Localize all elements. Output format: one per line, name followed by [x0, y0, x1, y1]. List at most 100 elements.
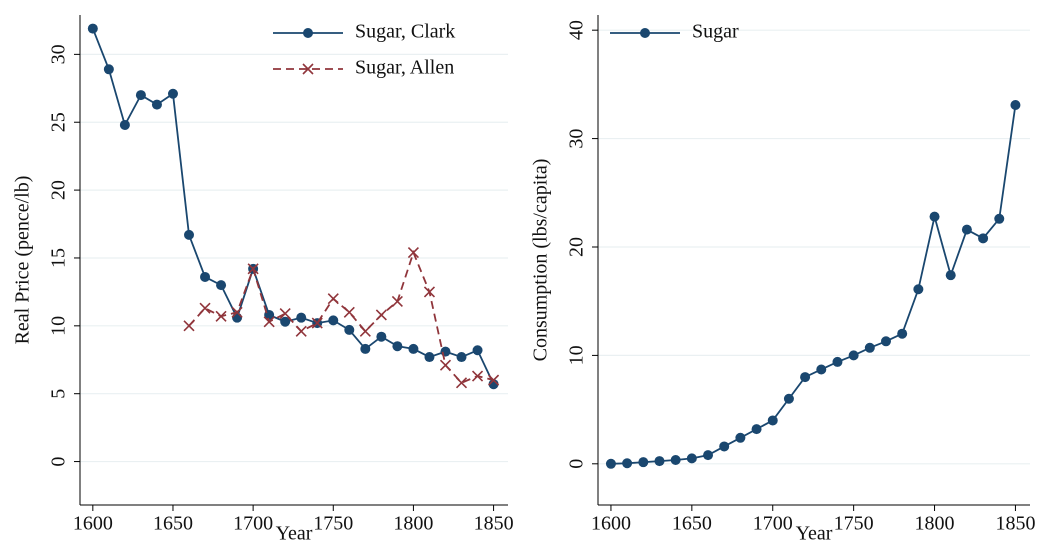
point: [392, 341, 403, 352]
x-tick-label: 1700: [233, 513, 273, 535]
point: [199, 302, 211, 314]
point: [376, 331, 387, 342]
point: [961, 224, 972, 235]
x-axis-label: Year: [276, 523, 313, 545]
point: [913, 284, 924, 295]
point: [719, 441, 730, 452]
point: [295, 325, 307, 337]
x-tick-label: 1700: [753, 513, 793, 535]
point: [864, 342, 875, 353]
point: [622, 458, 633, 469]
point: [439, 359, 452, 371]
legend-label: Sugar, Allen: [355, 57, 454, 79]
y-axis-label: Real Price (pence/lb): [12, 176, 34, 345]
point: [816, 364, 827, 375]
point: [472, 345, 483, 356]
point: [343, 306, 355, 318]
point: [183, 320, 195, 332]
point: [231, 306, 243, 318]
point: [848, 350, 859, 361]
point: [280, 316, 291, 327]
point: [311, 317, 323, 329]
point: [215, 310, 227, 322]
point: [263, 316, 275, 328]
legend-label: Sugar: [692, 21, 739, 43]
point: [455, 377, 468, 389]
y-tick-label: 10: [48, 316, 70, 336]
legend-marker: [640, 28, 650, 38]
y-tick-label: 20: [48, 180, 70, 200]
point: [296, 312, 307, 323]
y-tick-label: 10: [566, 345, 588, 365]
x-tick-label: 1600: [73, 513, 113, 535]
point: [471, 370, 484, 382]
point: [232, 312, 243, 323]
point: [359, 325, 371, 337]
x-tick-label: 1650: [153, 513, 193, 535]
x-tick-label: 1850: [995, 513, 1035, 535]
point: [440, 346, 451, 357]
point: [881, 336, 891, 347]
point: [929, 211, 940, 222]
point: [103, 64, 114, 75]
x-tick-label: 1750: [834, 513, 874, 535]
point: [994, 213, 1005, 224]
series-line: [610, 104, 1017, 465]
legend-marker: [303, 28, 313, 38]
point: [407, 246, 419, 259]
y-tick-label: 0: [48, 457, 70, 467]
point: [735, 432, 746, 443]
point: [184, 229, 195, 240]
y-tick-label: 30: [566, 129, 588, 149]
point: [605, 458, 616, 469]
point: [247, 263, 259, 275]
x-axis-label: Year: [796, 523, 833, 545]
x-tick-label: 1850: [474, 513, 514, 535]
series-line: [91, 28, 495, 385]
point: [167, 88, 178, 99]
point: [945, 270, 956, 281]
x-tick-label: 1650: [672, 513, 712, 535]
series-line: [188, 249, 494, 384]
point: [783, 393, 794, 404]
y-tick-label: 15: [48, 248, 70, 268]
point: [135, 90, 146, 101]
y-tick-label: 40: [566, 20, 588, 40]
point: [978, 233, 989, 244]
point: [216, 280, 227, 291]
point: [328, 315, 339, 326]
point: [638, 457, 649, 468]
point: [751, 424, 762, 435]
point: [488, 374, 500, 386]
point: [423, 286, 436, 298]
point: [456, 352, 467, 363]
x-tick-label: 1800: [915, 513, 955, 535]
point: [327, 293, 339, 305]
point: [151, 99, 162, 110]
y-tick-label: 20: [566, 237, 588, 257]
point: [279, 308, 291, 320]
point: [344, 324, 355, 335]
point: [1010, 99, 1021, 110]
point: [703, 450, 714, 461]
point: [800, 372, 811, 383]
point: [87, 23, 98, 34]
y-axis-label: Consumption (lbs/capita): [530, 159, 552, 362]
point: [654, 456, 665, 467]
point: [670, 455, 681, 466]
x-tick-label: 1800: [393, 513, 433, 535]
point: [119, 119, 130, 130]
point: [767, 415, 778, 426]
legend-label: Sugar, Clark: [355, 21, 455, 43]
x-tick-label: 1750: [313, 513, 353, 535]
point: [360, 343, 371, 354]
point: [832, 356, 843, 367]
point: [408, 343, 419, 354]
y-tick-label: 25: [48, 112, 70, 132]
point: [391, 295, 403, 307]
point: [375, 309, 387, 321]
point: [200, 271, 211, 282]
y-tick-label: 30: [48, 44, 70, 64]
